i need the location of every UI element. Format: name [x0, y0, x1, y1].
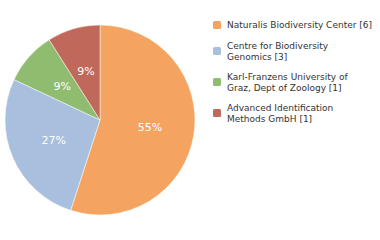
svg-text:Naturalis Biodiversity Center: Naturalis Biodiversity Center [6]: [227, 20, 372, 30]
svg-text:Karl-Franzens University of: Karl-Franzens University of: [227, 72, 348, 82]
svg-text:Centre for Biodiversity: Centre for Biodiversity: [227, 41, 329, 51]
svg-text:Advanced Identification: Advanced Identification: [227, 103, 333, 113]
svg-text:Graz, Dept of Zoology [1]: Graz, Dept of Zoology [1]: [227, 83, 342, 93]
svg-text:27%: 27%: [41, 134, 65, 147]
svg-text:55%: 55%: [138, 121, 162, 134]
svg-text:Genomics [3]: Genomics [3]: [227, 52, 287, 62]
svg-text:Methods GmbH [1]: Methods GmbH [1]: [227, 114, 312, 124]
svg-text:9%: 9%: [77, 65, 94, 78]
svg-text:9%: 9%: [53, 80, 70, 93]
